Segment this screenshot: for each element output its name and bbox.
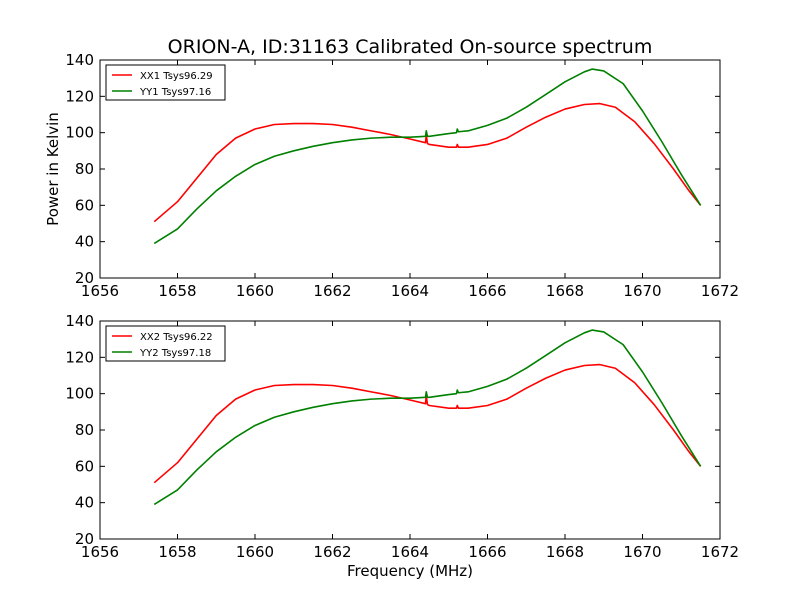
legend-box [105,325,226,362]
y-tick-label: 60 [75,196,94,214]
x-tick-label: 1668 [546,543,584,561]
x-tick-label: 1670 [623,282,661,300]
x-tick-label: 1670 [623,543,661,561]
y-tick-label: 140 [65,51,94,69]
x-tick-label: 1658 [158,282,196,300]
legend-label-2: YY2 Tsys97.18 [139,348,211,359]
series-line-1 [153,363,702,484]
x-tick-label: 1666 [468,282,506,300]
y-tick-label: 80 [75,160,94,178]
legend-label-1: XX2 Tsys96.22 [140,332,213,343]
y-tick-label: 100 [65,124,94,142]
y-tick-label: 140 [65,312,94,330]
y-tick-label: 60 [75,457,94,475]
y-tick-label: 120 [65,87,94,105]
y-tick-label: 40 [75,233,94,251]
x-tick-label: 1664 [391,543,429,561]
x-axis-label: Frequency (MHz) [347,562,473,580]
figure-title: ORION-A, ID:31163 Calibrated On-source s… [168,36,653,58]
legend-box [105,64,226,101]
x-tick-label: 1662 [313,543,351,561]
x-tick-label: 1662 [313,282,351,300]
x-tick-label: 1656 [81,543,119,561]
legend-label-2: YY1 Tsys97.16 [139,87,211,98]
legend: XX1 Tsys96.29 YY1 Tsys97.16 [105,64,226,101]
x-tick-label: 1658 [158,543,196,561]
y-tick-label: 100 [65,385,94,403]
y-axis-label: Power in Kelvin [44,112,62,226]
x-tick-label: 1672 [701,282,739,300]
y-tick-label: 20 [75,269,94,287]
x-tick-label: 1668 [546,282,584,300]
series-line-2 [153,329,702,506]
x-tick-label: 1664 [391,282,429,300]
chart-panel-2: 1656 1658 1660 1662 1664 1666 1668 1670 1672 20 40… [65,312,739,580]
chart-panel-1: 1656 1658 1660 1662 1664 1666 1668 1670 1672 20 40… [44,51,739,300]
legend: XX2 Tsys96.22 YY2 Tsys97.18 [105,325,226,362]
legend-label-1: XX1 Tsys96.29 [140,71,213,82]
x-tick-label: 1660 [236,282,274,300]
series-line-1 [153,102,702,223]
x-tick-label: 1660 [236,543,274,561]
y-tick-label: 20 [75,530,94,548]
x-tick-label: 1672 [701,543,739,561]
y-tick-label: 120 [65,348,94,366]
series-line-2 [153,68,702,245]
y-tick-label: 80 [75,421,94,439]
x-tick-label: 1666 [468,543,506,561]
y-tick-label: 40 [75,494,94,512]
x-tick-label: 1656 [81,282,119,300]
